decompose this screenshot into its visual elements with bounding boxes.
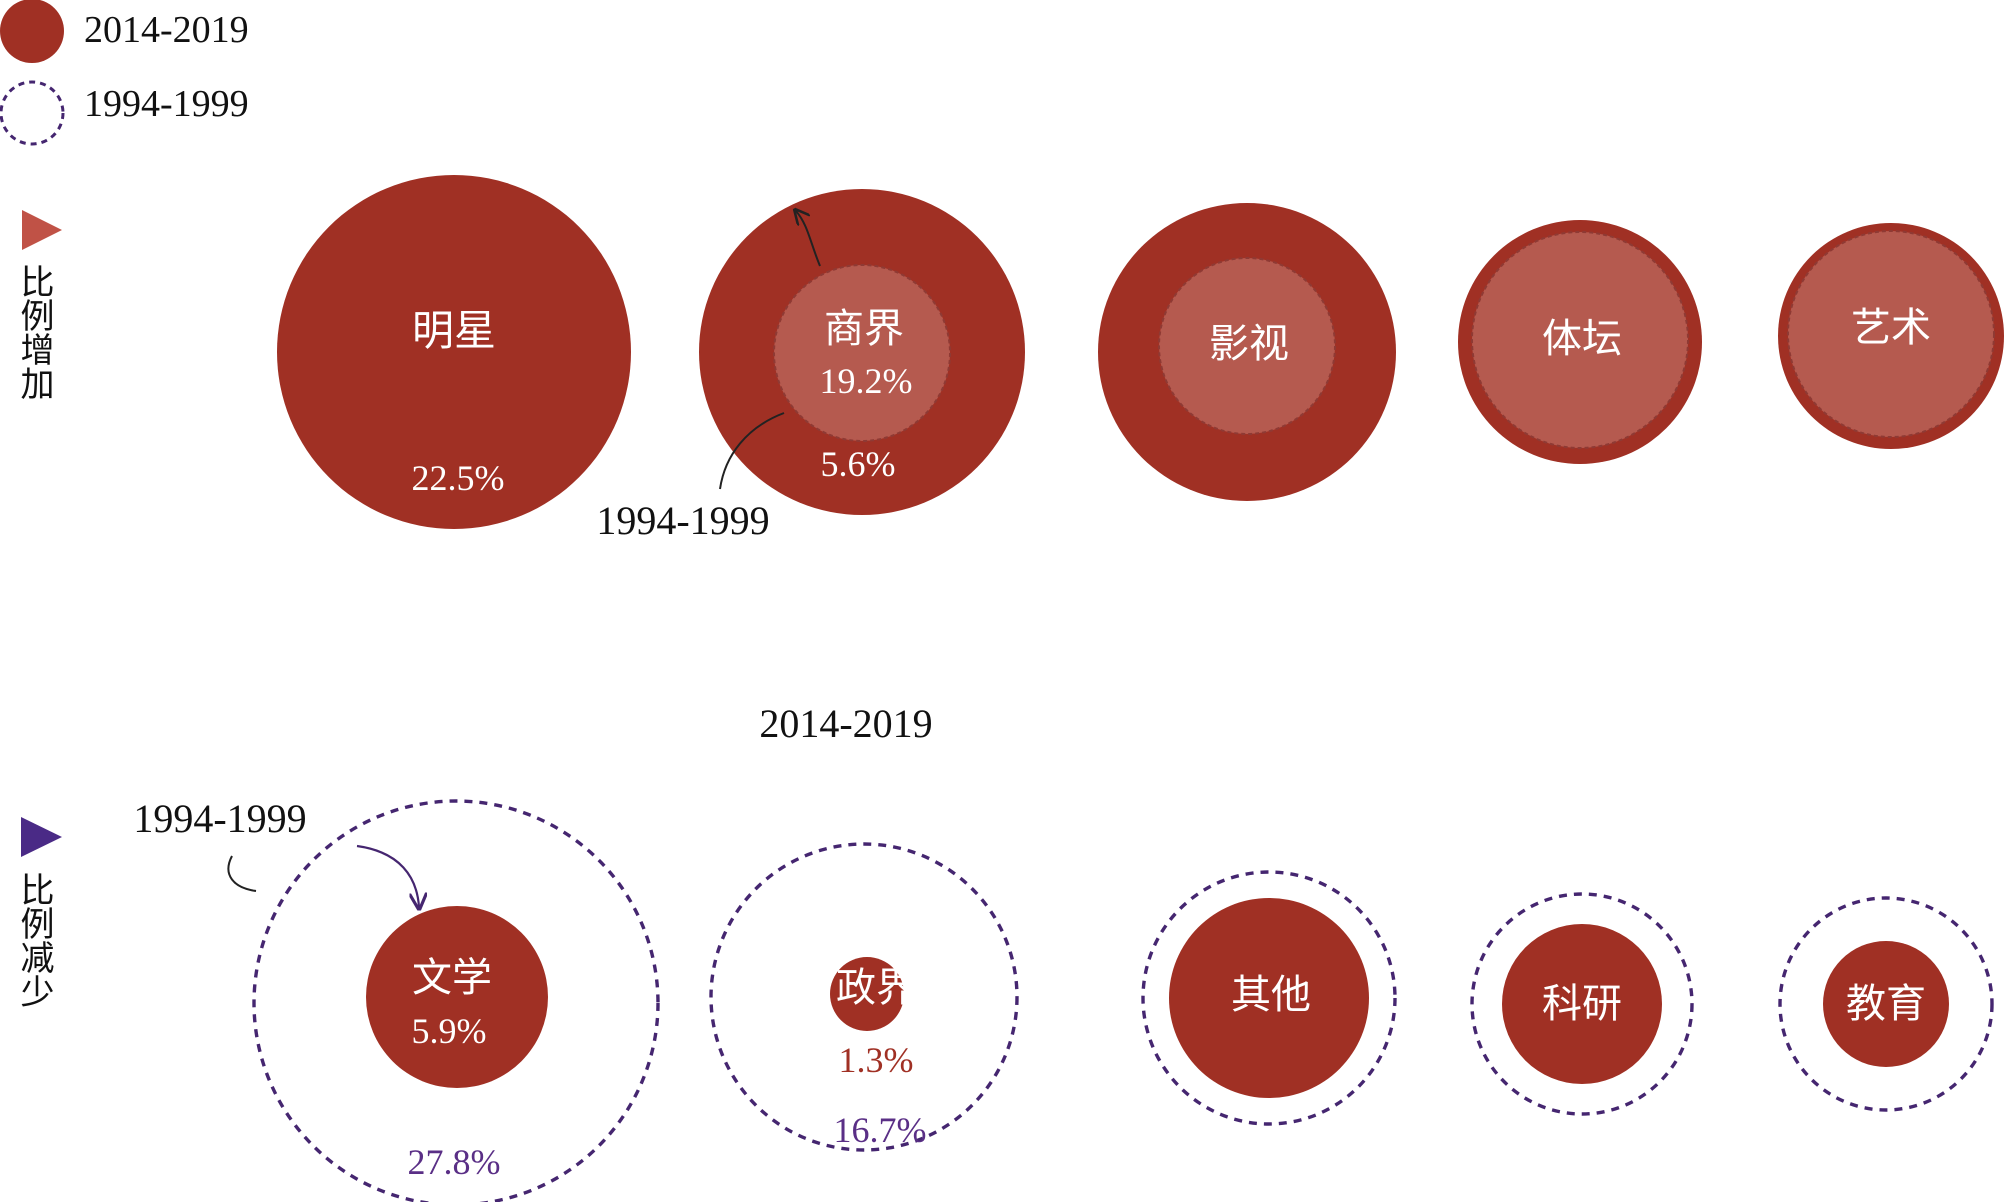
bubble-qita: 其他 <box>1141 870 1397 1126</box>
bubble-yingshi-1994-1999 <box>1158 257 1336 435</box>
decrease-bubbles: 2014-2019 文学 5.9% 27.8% 政界 1.3% 16.7% 其他 <box>133 701 1994 1202</box>
bubble-yishu: 艺术 <box>1778 223 2004 449</box>
group-increase-label: 比例增加 <box>14 210 62 400</box>
decrease-callout-curve-icon <box>227 855 257 892</box>
decrease-callout-label: 1994-1999 <box>133 796 306 841</box>
bubble-jiaoyu: 教育 <box>1778 896 1994 1112</box>
bubble-yingshi: 影视 <box>1098 203 1396 501</box>
increase-callout-arrow-icon <box>796 211 821 267</box>
bubble-jiaoyu-1994-1999 <box>1778 896 1994 1112</box>
bubble-titan-1994-1999 <box>1471 231 1689 449</box>
legend-filled-circle-icon <box>0 0 64 63</box>
bubble-shangjie-1994-1999 <box>773 264 951 442</box>
bubble-yishu-1994-1999 <box>1787 230 1995 438</box>
bubble-zhengjie-category: 政界 <box>836 965 916 1011</box>
bubble-keyan: 科研 <box>1470 892 1694 1116</box>
bubble-qita-category: 其他 <box>1231 972 1311 1018</box>
bubble-keyan-1994-1999 <box>1470 892 1694 1116</box>
bubble-zhengjie: 政界 1.3% 16.7% <box>709 842 1019 1152</box>
bubble-zhengjie-2014-2019 <box>830 957 904 1031</box>
group-decrease-text: 比例减少 <box>14 872 54 1008</box>
triangle-right-icon <box>22 210 62 250</box>
legend-dashed-label: 1994-1999 <box>84 83 249 125</box>
bubble-shangjie: 商界 19.2% 5.6% <box>699 189 1025 515</box>
group-decrease-label: 比例减少 <box>14 817 62 1008</box>
bubble-wenxue-1994-1999-value: 27.8% <box>408 1142 501 1182</box>
legend: 2014-2019 1994-1999 <box>0 0 249 146</box>
bubble-shangjie-category: 商界 <box>824 306 904 352</box>
bubble-zhengjie-1994-1999-value: 16.7% <box>834 1110 927 1150</box>
bubble-yishu-category: 艺术 <box>1851 305 1931 351</box>
legend-dashed-circle-icon <box>0 80 65 146</box>
bubble-mingxing-2014-2019 <box>277 175 631 529</box>
bubble-wenxue-2014-2019 <box>366 906 548 1088</box>
bubble-jiaoyu-category: 教育 <box>1846 981 1926 1027</box>
bubble-wenxue-2014-2019-value: 5.9% <box>412 1011 487 1051</box>
bubble-qita-1994-1999 <box>1141 870 1397 1126</box>
bubble-titan-category: 体坛 <box>1542 316 1622 362</box>
legend-filled-label: 2014-2019 <box>84 9 249 51</box>
bubble-wenxue-1994-1999 <box>252 799 660 1202</box>
bubble-mingxing-category: 明星 <box>412 306 496 355</box>
bubble-zhengjie-2014-2019-value: 1.3% <box>839 1040 914 1080</box>
bubble-shangjie-2014-2019-value: 19.2% <box>820 361 913 401</box>
bubble-qita-2014-2019 <box>1169 898 1369 1098</box>
bubble-mingxing-2014-2019-value: 22.5% <box>412 458 505 498</box>
bubble-mingxing: 明星 22.5% <box>277 175 631 529</box>
group-increase-text: 比例增加 <box>14 264 54 400</box>
decrease-top-label: 2014-2019 <box>759 701 932 746</box>
bubble-keyan-category: 科研 <box>1542 981 1622 1027</box>
triangle-right-icon <box>21 817 62 857</box>
increase-callout-curve-icon <box>719 412 785 490</box>
bubble-zhengjie-1994-1999 <box>709 842 1019 1152</box>
bubble-wenxue-category: 文学 <box>412 955 492 1001</box>
bubble-jiaoyu-2014-2019 <box>1823 941 1949 1067</box>
bubble-keyan-2014-2019 <box>1502 924 1662 1084</box>
increase-callout-label: 1994-1999 <box>596 498 769 543</box>
bubble-yingshi-category: 影视 <box>1209 321 1289 367</box>
bubble-wenxue: 文学 5.9% 27.8% <box>252 799 660 1202</box>
decrease-callout-arrow-icon <box>356 844 419 907</box>
increase-bubbles: 明星 22.5% 商界 19.2% 5.6% 影视 体坛 艺术 <box>277 175 2004 543</box>
bubble-shangjie-1994-1999-value: 5.6% <box>821 444 896 484</box>
bubble-titan: 体坛 <box>1458 220 1702 464</box>
